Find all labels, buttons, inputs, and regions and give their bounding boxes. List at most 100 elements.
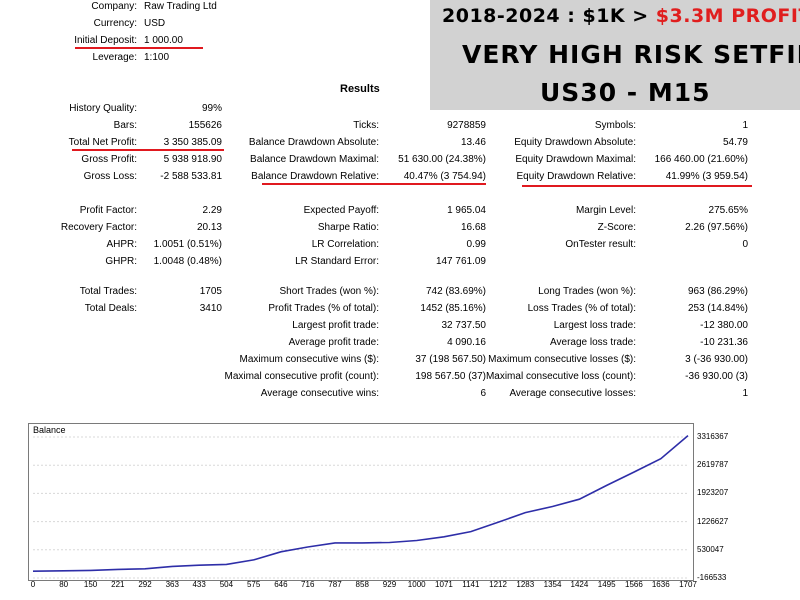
- promo-banner: 2018-2024 : $1K > $3.3M PROFIT VERY HIGH…: [430, 0, 800, 110]
- leverage-label: Leverage:: [92, 52, 137, 63]
- chart-x-tick-label: 150: [83, 580, 98, 589]
- balance-chart: [28, 423, 694, 581]
- stat-col3-label-10: Average loss trade:: [550, 337, 636, 348]
- results-title: Results: [340, 83, 380, 95]
- stat-col2-label-13: Maximal consecutive profit (count):: [224, 371, 379, 382]
- chart-x-tick-label: 363: [165, 580, 179, 589]
- banner-headline-profit: $3.3M PROFIT: [655, 5, 800, 27]
- chart-x-tick-label: 1354: [543, 580, 562, 589]
- stat-col3-value-10: -10 231.36: [700, 337, 748, 348]
- stat-col3-value-3: 41.99% (3 959.54): [665, 171, 748, 182]
- company-value: Raw Trading Ltd: [144, 1, 217, 12]
- stat-col3-label-9: Largest loss trade:: [553, 320, 636, 331]
- chart-x-tick-label: 1283: [516, 580, 535, 589]
- stat-col3-label-7: Long Trades (won %):: [538, 286, 636, 297]
- chart-x-tick-label: 1424: [570, 580, 589, 589]
- chart-title: Balance: [33, 425, 66, 435]
- stat-col3-label-13: Average consecutive losses:: [509, 388, 636, 399]
- chart-y-tick-label: -166533: [697, 573, 727, 582]
- stat-col1-value-9: 1705: [199, 286, 222, 297]
- stat-col2-value-10: 32 737.50: [441, 320, 487, 331]
- stat-col1-value-0: 99%: [201, 103, 222, 114]
- stat-col2-label-12: Maximum consecutive wins ($):: [239, 354, 379, 365]
- stat-col1-label-4: Gross Loss:: [83, 171, 137, 182]
- stat-col3-label-1: Equity Drawdown Absolute:: [514, 137, 636, 148]
- stat-col2-label-8: Short Trades (won %):: [279, 286, 379, 297]
- stat-col1-label-5: Profit Factor:: [79, 205, 137, 216]
- stat-col1-label-9: Total Trades:: [79, 286, 137, 297]
- chart-x-tick-label: 1636: [651, 580, 670, 589]
- stat-col3-value-1: 54.79: [722, 137, 748, 148]
- stat-col2-label-10: Largest profit trade:: [292, 320, 379, 331]
- stat-col3-value-6: 0: [742, 239, 748, 250]
- net-profit-underline: [72, 149, 224, 151]
- stat-col2-label-9: Profit Trades (% of total):: [268, 303, 379, 314]
- stat-col2-label-3: Balance Drawdown Relative:: [251, 171, 379, 182]
- stat-col1-value-1: 155626: [188, 120, 222, 131]
- stat-col1-value-6: 20.13: [196, 222, 222, 233]
- chart-x-tick-label: 1141: [462, 580, 480, 589]
- chart-x-tick-label: 646: [274, 580, 288, 589]
- stat-col2-label-11: Average profit trade:: [288, 337, 379, 348]
- banner-risk-title: VERY HIGH RISK SETFILE: [462, 40, 800, 69]
- stat-col2-value-6: 0.99: [466, 239, 486, 250]
- chart-x-tick-label: 221: [111, 580, 125, 589]
- chart-x-tick-label: 858: [355, 580, 369, 589]
- stat-col2-value-7: 147 761.09: [435, 256, 486, 267]
- stat-col2-label-7: LR Standard Error:: [295, 256, 379, 267]
- chart-x-tick-label: 292: [138, 580, 152, 589]
- stat-col1-value-2: 3 350 385.09: [163, 137, 222, 148]
- stat-col1-value-4: -2 588 533.81: [160, 171, 222, 182]
- chart-y-tick-label: 3316367: [697, 432, 729, 441]
- stat-col1-label-7: AHPR:: [106, 239, 137, 250]
- chart-x-tick-label: 787: [328, 580, 342, 589]
- stat-col2-value-5: 16.68: [460, 222, 486, 233]
- chart-x-tick-label: 716: [301, 580, 315, 589]
- initial-deposit-label: Initial Deposit:: [74, 35, 137, 46]
- leverage-value: 1:100: [144, 52, 170, 63]
- chart-x-tick-label: 1212: [489, 580, 507, 589]
- company-label: Company:: [91, 1, 137, 12]
- stat-col2-value-4: 1 965.04: [447, 205, 486, 216]
- initial-deposit-underline: [75, 47, 203, 49]
- stat-col2-label-4: Expected Payoff:: [303, 205, 379, 216]
- stat-col3-value-12: -36 930.00 (3): [685, 371, 748, 382]
- stat-col3-label-3: Equity Drawdown Relative:: [516, 171, 637, 182]
- stat-col3-label-12: Maximal consecutive loss (count):: [485, 371, 636, 382]
- stat-col3-label-5: Z-Score:: [597, 222, 636, 233]
- stat-col1-label-10: Total Deals:: [84, 303, 137, 314]
- stat-col2-value-11: 4 090.16: [447, 337, 486, 348]
- equity-drawdown-relative-underline: [522, 185, 752, 187]
- stat-col2-value-14: 6: [480, 388, 486, 399]
- stat-col2-value-3: 40.47% (3 754.94): [403, 171, 486, 182]
- stat-col2-label-2: Balance Drawdown Maximal:: [250, 154, 379, 165]
- stat-col2-label-0: Ticks:: [353, 120, 379, 131]
- currency-label: Currency:: [93, 18, 137, 29]
- chart-x-tick-label: 929: [382, 580, 397, 589]
- stat-col2-value-13: 198 567.50 (37): [415, 371, 486, 382]
- chart-y-tick-label: 1923207: [697, 488, 729, 498]
- chart-y-tick-label: 530047: [697, 544, 724, 554]
- chart-x-tick-label: 1071: [435, 580, 453, 589]
- stat-col3-value-4: 275.65%: [708, 205, 748, 216]
- chart-x-tick-label: 1566: [624, 580, 643, 589]
- stat-col2-value-8: 742 (83.69%): [425, 286, 486, 297]
- stat-col3-label-2: Equity Drawdown Maximal:: [515, 154, 636, 165]
- banner-symbol-timeframe: US30 - M15: [540, 78, 711, 107]
- stat-col2-label-5: Sharpe Ratio:: [317, 222, 379, 233]
- stat-col3-value-11: 3 (-36 930.00): [685, 354, 748, 365]
- balance-drawdown-relative-underline: [262, 183, 486, 185]
- stat-col3-value-0: 1: [742, 120, 748, 131]
- stat-col3-value-9: -12 380.00: [700, 320, 748, 331]
- stat-col1-label-6: Recovery Factor:: [60, 222, 137, 233]
- stat-col1-value-5: 2.29: [202, 205, 222, 216]
- chart-x-tick-label: 80: [59, 580, 69, 589]
- chart-x-tick-label: 433: [192, 580, 206, 589]
- stat-col3-value-8: 253 (14.84%): [687, 303, 748, 314]
- stat-col3-value-2: 166 460.00 (21.60%): [654, 154, 748, 165]
- chart-y-tick-label: 2619787: [697, 460, 729, 470]
- stat-col1-value-3: 5 938 918.90: [163, 154, 222, 165]
- stat-col2-value-0: 9278859: [447, 120, 486, 131]
- stat-col3-value-7: 963 (86.29%): [687, 286, 748, 297]
- stat-col2-label-1: Balance Drawdown Absolute:: [248, 137, 379, 148]
